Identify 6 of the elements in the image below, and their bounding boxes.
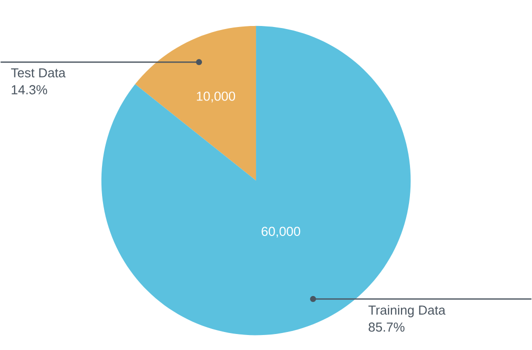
slice-label: Training Data	[368, 305, 446, 318]
text: 85.7%	[368, 322, 404, 332]
slice-label: Test Data	[11, 68, 66, 78]
text: 14.3%	[12, 85, 48, 94]
data-label: 60,000	[262, 226, 300, 238]
data-label: 10,000	[196, 92, 236, 102]
